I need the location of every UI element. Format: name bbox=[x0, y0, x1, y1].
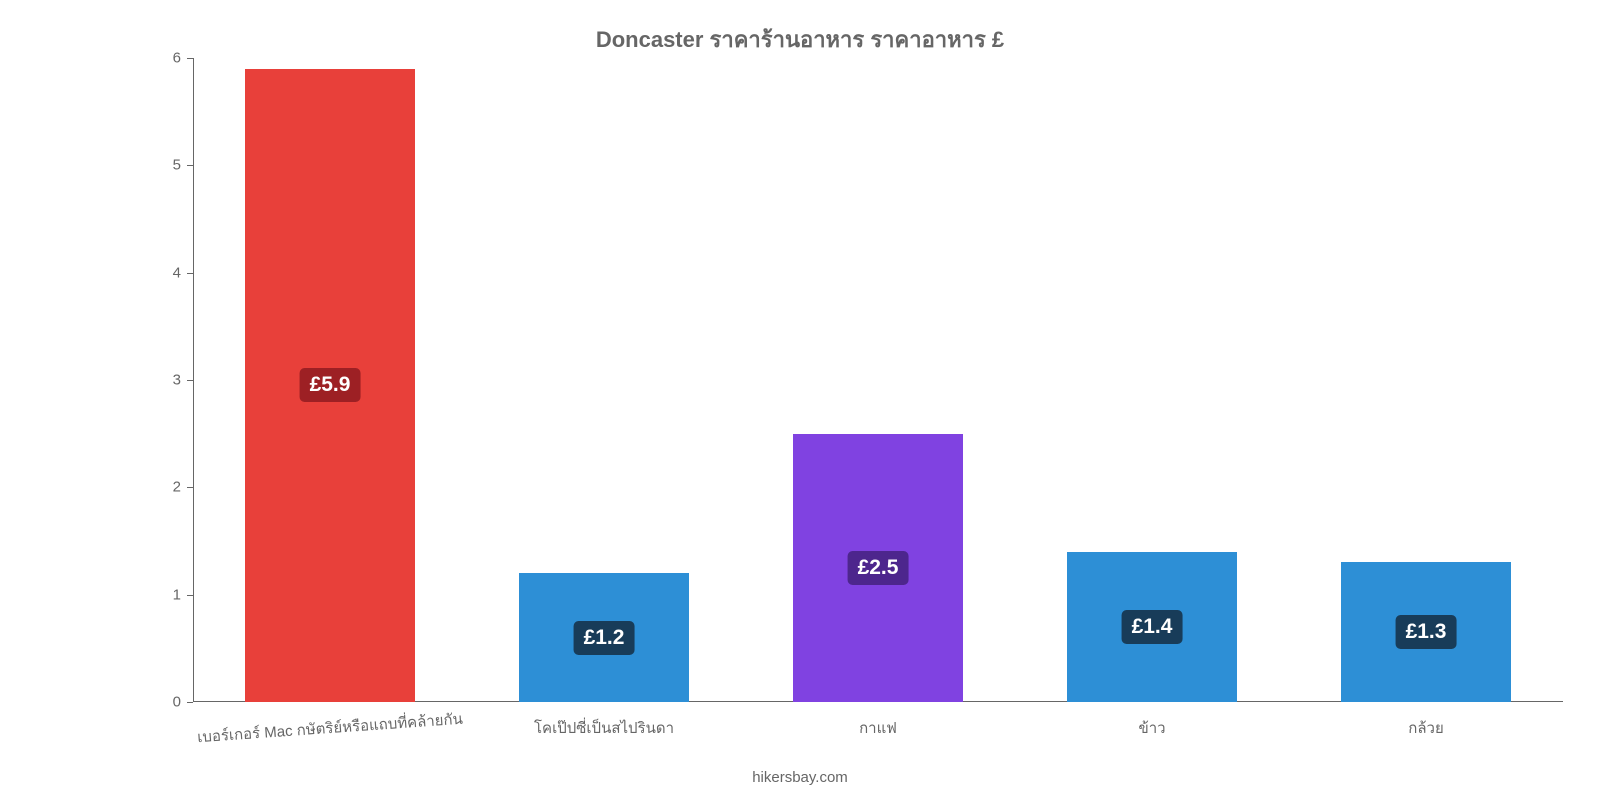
y-tick-label: 4 bbox=[173, 264, 181, 281]
category-label: กาแฟ bbox=[859, 716, 897, 740]
category-label: กล้วย bbox=[1408, 716, 1444, 740]
category-label: เบอร์เกอร์ Mac กษัตริย์หรือแถบที่คล้ายกั… bbox=[196, 707, 463, 750]
value-badge: £1.2 bbox=[574, 621, 635, 655]
plot-area: 0123456£5.9เบอร์เกอร์ Mac กษัตริย์หรือแถ… bbox=[193, 58, 1563, 702]
category-label: ข้าว bbox=[1138, 716, 1165, 740]
category-label: โคเป๊ปซี่เป็นสไปรินดา bbox=[534, 716, 674, 740]
y-tick-label: 5 bbox=[173, 157, 181, 174]
y-tick bbox=[187, 273, 193, 274]
y-tick-label: 3 bbox=[173, 372, 181, 389]
credit-text: hikersbay.com bbox=[752, 769, 848, 786]
y-tick bbox=[187, 380, 193, 381]
y-axis-line bbox=[193, 58, 194, 702]
value-badge: £5.9 bbox=[300, 368, 361, 402]
y-tick bbox=[187, 58, 193, 59]
y-tick-label: 6 bbox=[173, 50, 181, 67]
y-tick bbox=[187, 487, 193, 488]
y-tick-label: 1 bbox=[173, 586, 181, 603]
chart-title: Doncaster ราคาร้านอาหาร ราคาอาหาร £ bbox=[0, 0, 1600, 57]
y-tick-label: 2 bbox=[173, 479, 181, 496]
chart-container: Doncaster ราคาร้านอาหาร ราคาอาหาร £ 0123… bbox=[0, 0, 1600, 800]
value-badge: £2.5 bbox=[848, 551, 909, 585]
y-tick-label: 0 bbox=[173, 694, 181, 711]
value-badge: £1.4 bbox=[1122, 610, 1183, 644]
y-tick bbox=[187, 165, 193, 166]
y-tick bbox=[187, 702, 193, 703]
value-badge: £1.3 bbox=[1396, 615, 1457, 649]
y-tick bbox=[187, 595, 193, 596]
